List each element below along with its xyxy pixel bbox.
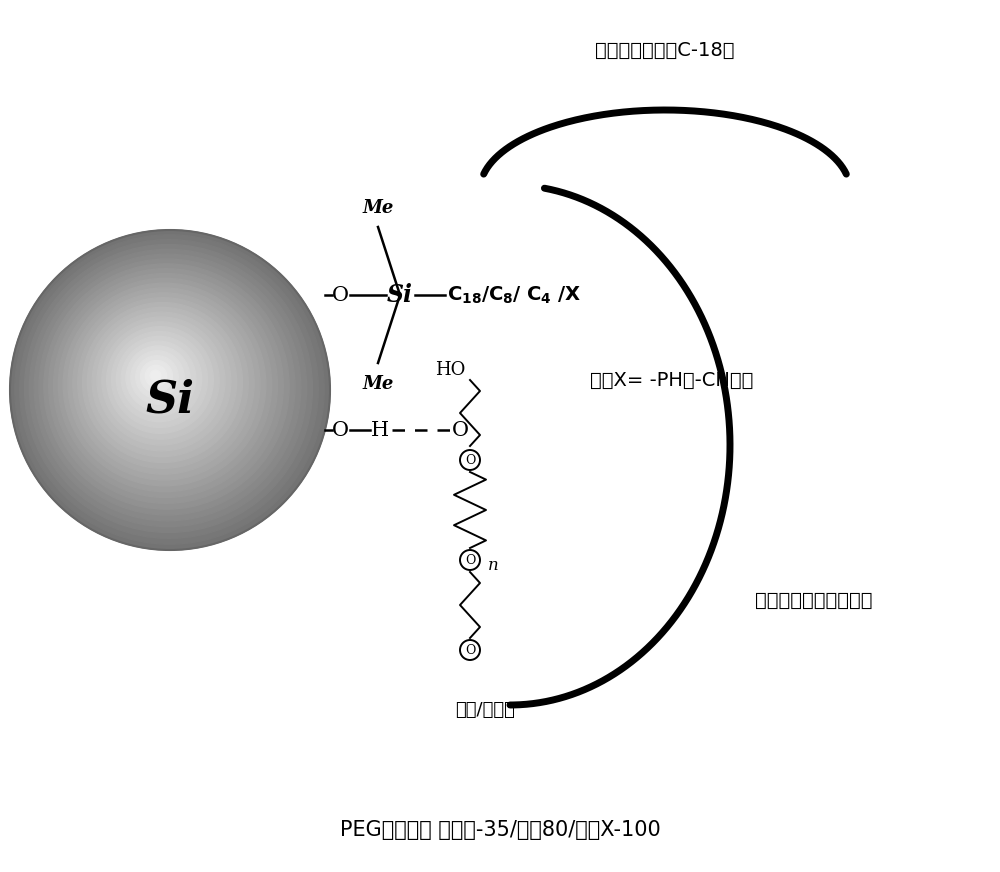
Circle shape — [44, 264, 289, 509]
Circle shape — [73, 293, 254, 474]
Circle shape — [24, 244, 312, 533]
Circle shape — [126, 346, 190, 410]
Circle shape — [97, 317, 225, 445]
Text: 烷基/芳基等: 烷基/芳基等 — [455, 701, 515, 719]
Circle shape — [121, 341, 196, 416]
Text: 亮丙瑞林结合至C-18等: 亮丙瑞林结合至C-18等 — [595, 40, 735, 59]
Circle shape — [49, 269, 283, 503]
Text: PEG洗涤剂： 布里杰-35/吐渨80/曲通X-100: PEG洗涤剂： 布里杰-35/吐渨80/曲通X-100 — [340, 820, 660, 840]
Circle shape — [131, 351, 184, 404]
Text: H: H — [371, 420, 389, 439]
Circle shape — [82, 303, 242, 462]
Circle shape — [112, 331, 208, 427]
Circle shape — [145, 365, 167, 386]
Circle shape — [63, 283, 266, 486]
Text: Si: Si — [146, 378, 194, 421]
Circle shape — [107, 327, 213, 433]
Circle shape — [102, 322, 219, 439]
Text: $\mathbf{C_{18}/C_{8}/\ C_{4}\ /X}$: $\mathbf{C_{18}/C_{8}/\ C_{4}\ /X}$ — [447, 284, 581, 306]
Text: 亮丙瑞林结合至洗涤剂: 亮丙瑞林结合至洗涤剂 — [755, 590, 872, 610]
Circle shape — [150, 371, 161, 381]
Circle shape — [116, 337, 202, 422]
Text: Si: Si — [387, 283, 413, 307]
Circle shape — [54, 274, 278, 498]
Text: O: O — [465, 554, 475, 567]
Circle shape — [140, 360, 173, 392]
Circle shape — [78, 297, 248, 468]
Circle shape — [29, 249, 307, 527]
Text: n: n — [488, 556, 499, 574]
Text: O: O — [452, 420, 468, 439]
Text: 其中X= -PH、-CN等，: 其中X= -PH、-CN等， — [590, 371, 753, 390]
Circle shape — [68, 288, 260, 480]
Text: O: O — [465, 644, 475, 657]
Circle shape — [20, 240, 318, 538]
Circle shape — [87, 307, 237, 457]
Circle shape — [58, 278, 272, 492]
Circle shape — [92, 312, 231, 451]
Text: O: O — [465, 453, 475, 467]
Text: O: O — [332, 285, 349, 304]
Circle shape — [15, 235, 324, 544]
Text: Me: Me — [362, 199, 394, 217]
Circle shape — [39, 259, 295, 515]
Text: Me: Me — [362, 375, 394, 393]
Circle shape — [136, 356, 178, 399]
Circle shape — [34, 254, 301, 521]
Text: O: O — [332, 420, 349, 439]
Circle shape — [10, 230, 330, 550]
Text: HO: HO — [435, 361, 465, 379]
